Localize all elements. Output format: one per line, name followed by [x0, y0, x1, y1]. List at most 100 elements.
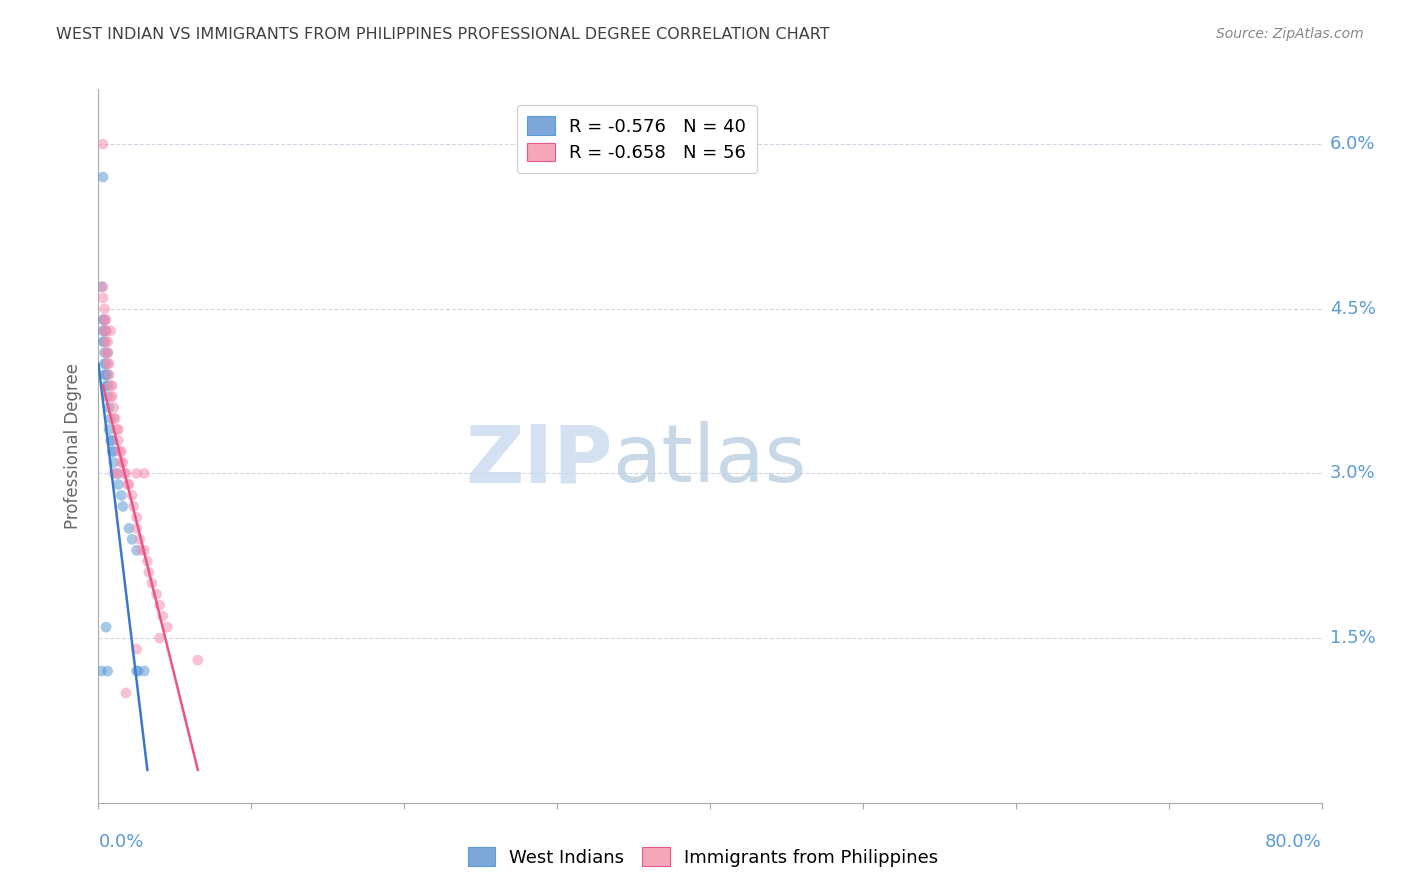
- Point: [97, 368, 120, 382]
- Point: [111, 455, 134, 469]
- Point: [112, 467, 135, 481]
- Point: [141, 576, 163, 591]
- Point: [101, 434, 124, 448]
- Point: [97, 357, 120, 371]
- Point: [91, 280, 114, 294]
- Point: [125, 664, 148, 678]
- Point: [93, 324, 115, 338]
- Point: [145, 587, 167, 601]
- Point: [134, 467, 156, 481]
- Point: [121, 488, 143, 502]
- Point: [110, 444, 132, 458]
- Point: [115, 686, 138, 700]
- Point: [103, 411, 125, 425]
- Point: [149, 631, 172, 645]
- Point: [91, 137, 114, 152]
- Point: [115, 467, 138, 481]
- Point: [97, 345, 120, 359]
- Legend: West Indians, Immigrants from Philippines: West Indians, Immigrants from Philippine…: [461, 840, 945, 874]
- Point: [103, 455, 125, 469]
- Point: [93, 301, 115, 316]
- Point: [125, 543, 148, 558]
- Point: [187, 653, 209, 667]
- Text: 1.5%: 1.5%: [1330, 629, 1375, 647]
- Point: [121, 533, 143, 547]
- Point: [98, 401, 121, 415]
- Point: [97, 664, 120, 678]
- Point: [94, 368, 117, 382]
- Point: [134, 664, 156, 678]
- Point: [91, 334, 114, 349]
- Point: [122, 500, 145, 514]
- Legend: R = -0.576   N = 40, R = -0.658   N = 56: R = -0.576 N = 40, R = -0.658 N = 56: [516, 105, 756, 173]
- Point: [93, 312, 115, 326]
- Point: [98, 368, 121, 382]
- Point: [128, 533, 150, 547]
- Point: [93, 312, 115, 326]
- Point: [100, 378, 122, 392]
- Point: [125, 521, 148, 535]
- Point: [125, 510, 148, 524]
- Point: [136, 554, 159, 568]
- Point: [129, 543, 152, 558]
- Point: [91, 291, 114, 305]
- Point: [94, 378, 117, 392]
- Text: 3.0%: 3.0%: [1330, 465, 1375, 483]
- Point: [94, 334, 117, 349]
- Point: [93, 368, 115, 382]
- Point: [156, 620, 179, 634]
- Point: [98, 357, 121, 371]
- Text: 0.0%: 0.0%: [98, 833, 143, 851]
- Point: [91, 169, 114, 184]
- Point: [105, 423, 128, 437]
- Point: [91, 324, 114, 338]
- Point: [127, 664, 149, 678]
- Text: 80.0%: 80.0%: [1265, 833, 1322, 851]
- Point: [107, 477, 129, 491]
- Point: [103, 401, 125, 415]
- Point: [107, 467, 129, 481]
- Point: [101, 444, 124, 458]
- Point: [101, 390, 124, 404]
- Text: 6.0%: 6.0%: [1330, 135, 1375, 153]
- Point: [94, 324, 117, 338]
- Point: [97, 345, 120, 359]
- Point: [97, 390, 120, 404]
- Point: [101, 378, 124, 392]
- Point: [94, 357, 117, 371]
- Point: [105, 467, 128, 481]
- Point: [91, 312, 114, 326]
- Point: [117, 477, 139, 491]
- Point: [97, 378, 120, 392]
- Point: [93, 324, 115, 338]
- Point: [108, 444, 131, 458]
- Point: [118, 477, 141, 491]
- Point: [94, 324, 117, 338]
- Point: [110, 488, 132, 502]
- Point: [94, 312, 117, 326]
- Point: [104, 411, 127, 425]
- Point: [118, 521, 141, 535]
- Point: [97, 334, 120, 349]
- Point: [93, 357, 115, 371]
- Point: [103, 467, 125, 481]
- Point: [90, 664, 112, 678]
- Point: [134, 543, 156, 558]
- Point: [100, 390, 122, 404]
- Point: [103, 444, 125, 458]
- Text: ZIP: ZIP: [465, 421, 612, 500]
- Point: [111, 500, 134, 514]
- Point: [107, 423, 129, 437]
- Point: [125, 642, 148, 657]
- Point: [94, 345, 117, 359]
- Point: [125, 467, 148, 481]
- Point: [100, 324, 122, 338]
- Point: [100, 411, 122, 425]
- Y-axis label: Professional Degree: Professional Degree: [65, 363, 83, 529]
- Point: [138, 566, 160, 580]
- Point: [107, 434, 129, 448]
- Point: [149, 598, 172, 612]
- Point: [100, 434, 122, 448]
- Text: Source: ZipAtlas.com: Source: ZipAtlas.com: [1216, 27, 1364, 41]
- Point: [93, 334, 115, 349]
